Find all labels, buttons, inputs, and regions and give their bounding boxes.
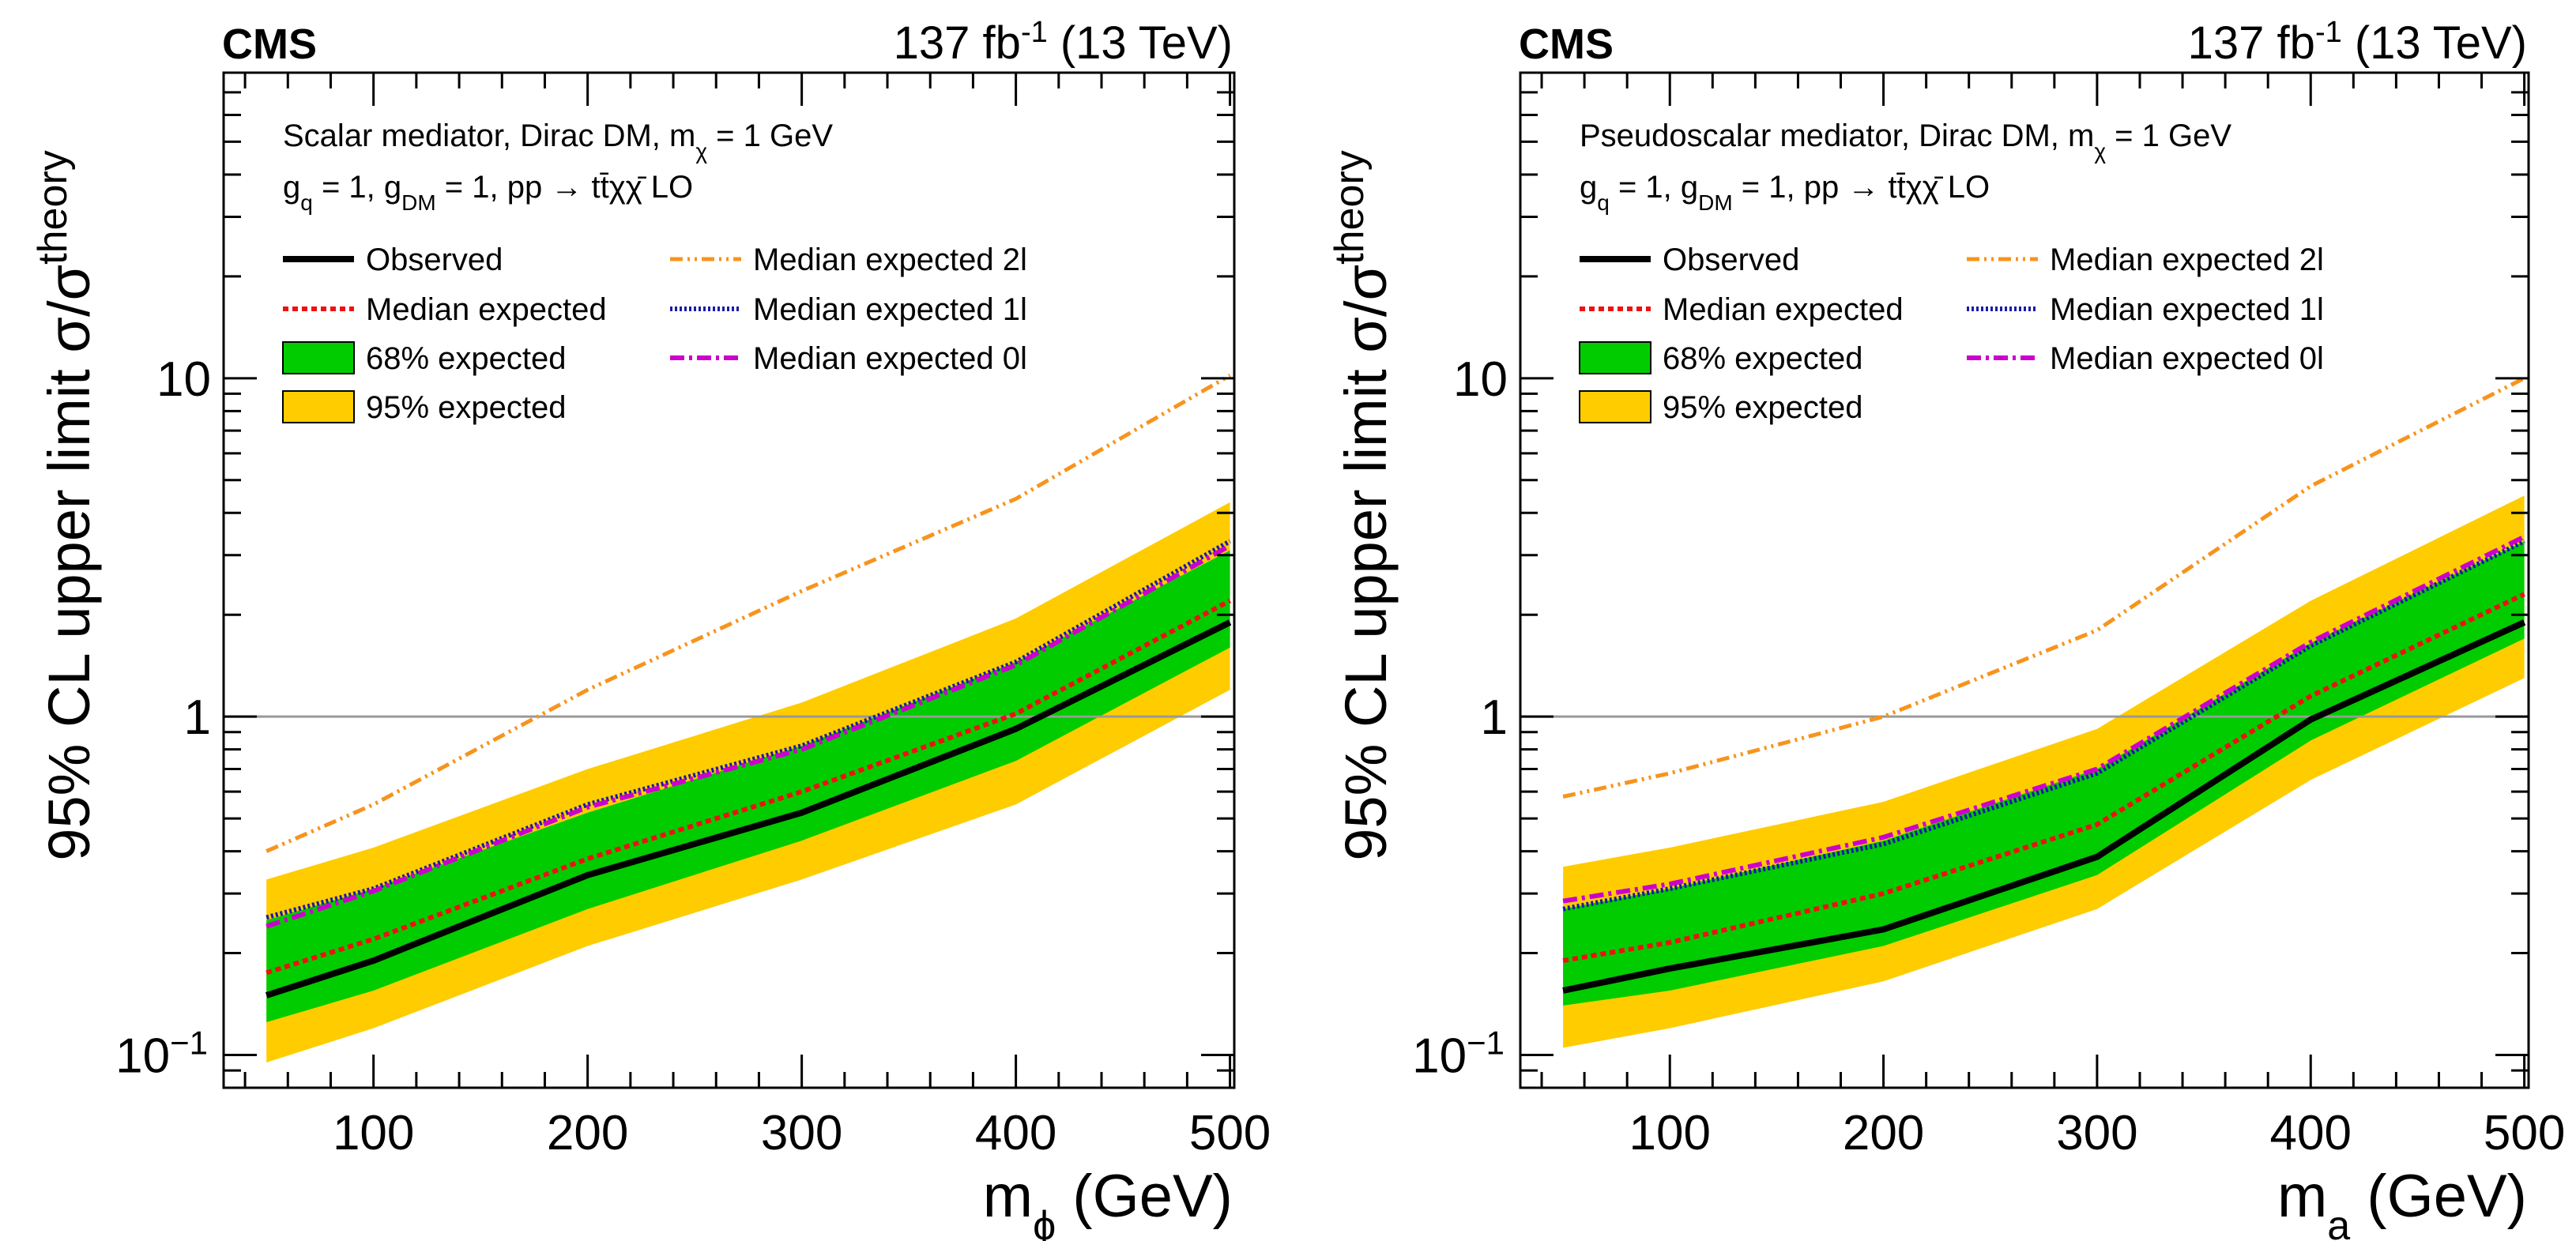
y-axis: 10 1 10−1 (115, 71, 1234, 1089)
y-tick-label: 1 (184, 690, 211, 745)
series-median-expected-0l (1562, 534, 2525, 904)
x-tick-label: 500 (2484, 1106, 2565, 1160)
series-median-expected-0l (266, 543, 1232, 929)
legend-label: 68% expected (366, 341, 567, 376)
experiment-label: CMS (1519, 21, 1614, 68)
legend-label: Median expected 0l (2050, 341, 2324, 376)
luminosity-label: 137 fb-1 (13 TeV) (894, 16, 1233, 69)
series-median-expected-1l (1562, 539, 2525, 912)
plot-area (1520, 376, 2529, 1048)
y-axis: 10 1 10−1 (1412, 71, 2529, 1089)
x-axis-title: mϕ (GeV) (983, 1163, 1233, 1241)
y-axis-title: 95% CL upper limit σ/σtheory (1327, 150, 1399, 860)
legend-swatch-68-expected (1579, 341, 1651, 374)
legend-label: Median expected (1663, 292, 1904, 327)
x-tick-label: 300 (761, 1106, 842, 1160)
series-median-expected-2l (1562, 376, 2525, 799)
x-axis: 100 200 300 400 500 (243, 73, 1271, 1160)
x-tick-label: 500 (1189, 1106, 1271, 1160)
x-tick-label: 200 (547, 1106, 628, 1160)
plot-frame (1519, 71, 2530, 1089)
legend: Observed Median expected 68% expected 95% e… (282, 243, 1027, 425)
model-description: Scalar mediator, Dirac DM, mχ = 1 GeV (283, 118, 833, 164)
x-tick-label: 100 (1629, 1106, 1711, 1160)
plot-area (224, 373, 1234, 1062)
y-tick-label: 10−1 (115, 1024, 208, 1084)
legend-label: Observed (1663, 243, 1799, 277)
y-tick-label: 10−1 (1412, 1024, 1505, 1084)
band-68-expected (1563, 541, 2525, 1006)
y-tick-label: 10 (1453, 352, 1508, 407)
legend-label: Median expected 2l (753, 243, 1027, 277)
coupling-description: gq = 1, gDM = 1, pp → tt̄χχ̄ LO (283, 170, 693, 215)
y-axis-title: 95% CL upper limit σ/σtheory (30, 150, 102, 860)
series-median-expected-1l (266, 539, 1232, 920)
legend-swatch-95-expected (1579, 390, 1651, 423)
plot-frame (222, 71, 1236, 1089)
x-tick-label: 300 (2056, 1106, 2137, 1160)
series-median-expected-2l (266, 373, 1231, 853)
legend-label: Observed (366, 243, 503, 277)
x-tick-label: 400 (2270, 1106, 2352, 1160)
luminosity-label: 137 fb-1 (13 TeV) (2188, 16, 2527, 69)
x-tick-label: 100 (333, 1106, 414, 1160)
legend-label: Median expected 0l (753, 341, 1027, 376)
y-tick-label: 1 (1481, 690, 1508, 745)
legend-swatch-95-expected (282, 390, 355, 423)
legend-label: 68% expected (1663, 341, 1863, 376)
legend-label: 95% expected (1663, 390, 1863, 425)
chart-panel-2: 100 200 300 400 500 10 1 10−1 95% CL upper limit… (1327, 16, 2565, 1241)
y-tick-label: 10 (156, 352, 211, 407)
x-tick-label: 200 (1843, 1106, 1924, 1160)
legend-label: Median expected 2l (2050, 243, 2324, 277)
x-axis-title: ma (GeV) (2277, 1163, 2527, 1241)
model-description: Pseudoscalar mediator, Dirac DM, mχ = 1 … (1580, 118, 2231, 164)
legend-label: Median expected (366, 292, 607, 327)
coupling-description: gq = 1, gDM = 1, pp → tt̄χχ̄ LO (1580, 170, 1990, 215)
legend-label: Median expected 1l (753, 292, 1027, 327)
experiment-label: CMS (222, 21, 317, 68)
series-observed (1562, 619, 2526, 994)
x-tick-label: 400 (975, 1106, 1056, 1160)
series-median-expected (1562, 592, 2525, 964)
legend-swatch-68-expected (282, 341, 355, 374)
legend: Observed Median expected 68% expected 95% e… (1579, 243, 2324, 425)
chart-panel-1: 100 200 300 400 500 10 1 10−1 95% CL upper limit… (30, 16, 1271, 1241)
series-observed (265, 619, 1232, 998)
legend-label: Median expected 1l (2050, 292, 2324, 327)
x-axis: 100 200 300 400 500 (1540, 73, 2565, 1160)
legend-label: 95% expected (366, 390, 567, 425)
